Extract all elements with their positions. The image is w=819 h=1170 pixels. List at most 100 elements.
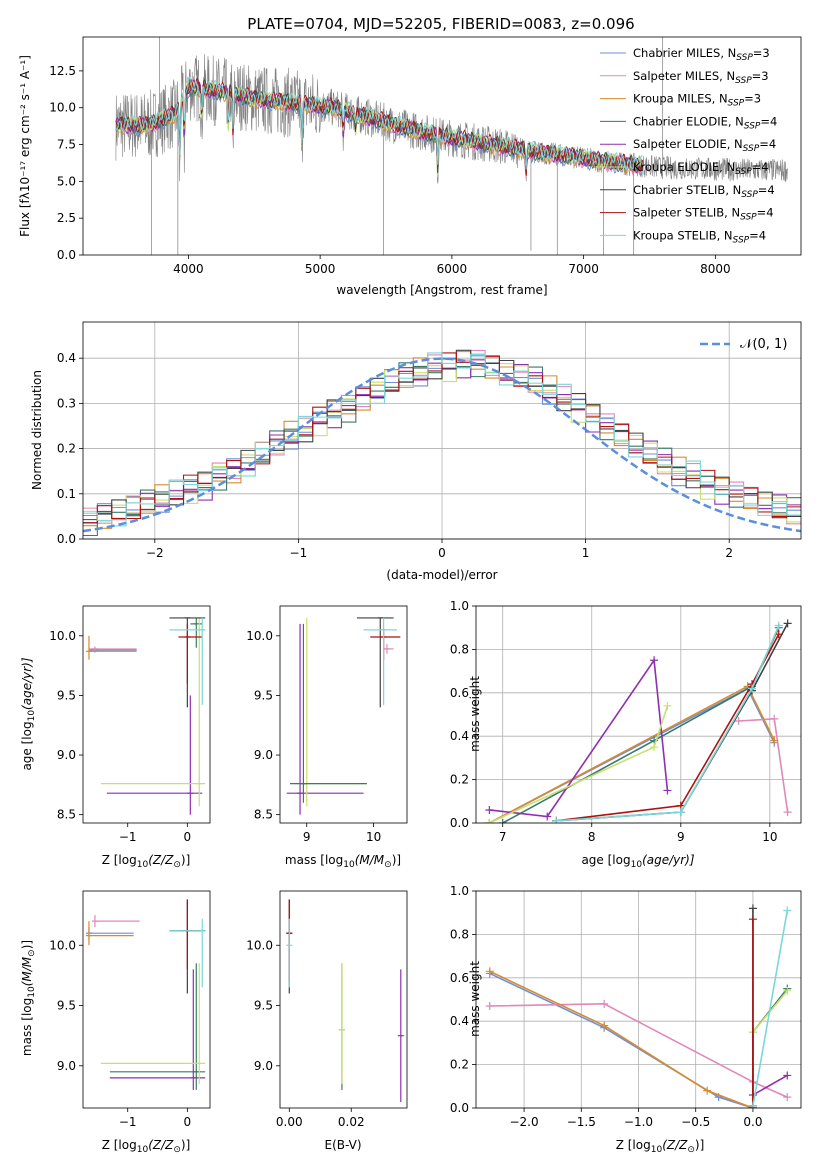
legend-entry: Kroupa STELIB, NSSP=4	[633, 228, 766, 245]
y-tick-label: 0.1	[57, 487, 76, 501]
y-tick-label: 1.0	[450, 884, 469, 898]
x-tick-label: 8000	[700, 262, 731, 276]
x-tick-label: 0	[184, 1115, 192, 1129]
series-marker	[650, 743, 659, 752]
y-tick-label: 10.0	[246, 938, 273, 952]
label-part: (age/yr)]	[20, 657, 34, 710]
label-part: SSP	[733, 235, 750, 245]
y-tick-label: 8.5	[254, 808, 273, 822]
legend-entry: Salpeter STELIB, NSSP=4	[633, 206, 774, 223]
series-marker	[774, 630, 783, 639]
axes-frame	[475, 605, 802, 824]
y-axis-label: mass weight	[468, 961, 482, 1037]
label-part: 10	[631, 860, 643, 870]
legend-entry: Salpeter ELODIE, NSSP=4	[633, 137, 776, 154]
label-part: =3	[753, 46, 770, 60]
label-part: =3	[744, 92, 761, 106]
series-marker	[543, 812, 552, 821]
series-marker	[485, 819, 494, 823]
y-tick-label: 0.4	[450, 1014, 469, 1028]
label-part: )]	[181, 853, 190, 867]
legend-entry: Chabrier MILES, NSSP=3	[633, 46, 770, 63]
y-tick-label: 0.0	[450, 1101, 469, 1115]
mass_vs_Z-plot-area	[85, 899, 206, 1090]
series-marker	[748, 904, 757, 913]
y-axis-label: Flux [fλ10⁻¹⁷ erg cm⁻² s⁻¹ A⁻¹]	[18, 55, 32, 237]
x-tick-label: 0.0	[743, 1115, 762, 1129]
model-spectrum	[115, 76, 643, 170]
weight_vs_Z-plot-area	[485, 904, 792, 1108]
label-part: Salpeter ELODIE, N	[633, 137, 743, 151]
label-part: Kroupa ELODIE, N	[633, 160, 735, 174]
series-line	[556, 633, 780, 822]
y-tick-label: 0.0	[57, 532, 76, 546]
y-tick-label: 0.2	[450, 773, 469, 787]
label-part: (Z/Z	[148, 853, 174, 867]
label-part: ⊙	[173, 860, 181, 870]
weight_vs_age-plot-area	[485, 619, 792, 823]
label-part: Z [log	[102, 1138, 137, 1152]
y-tick-label: 9.5	[254, 688, 273, 702]
x-tick-label: 2	[725, 546, 733, 560]
age_vs_Z-axes: −1 0 8.5 9.0 9.5 10.0	[49, 605, 211, 844]
x-tick-label: 6000	[437, 262, 468, 276]
label-part: )]	[695, 1138, 704, 1152]
y-axis-label: mass weight	[468, 676, 482, 752]
label-part: age [log	[20, 721, 34, 770]
mass_vs_ebv-plot-area	[286, 899, 404, 1102]
series-line	[489, 705, 669, 823]
label-part: Kroupa STELIB, N	[633, 228, 733, 242]
x-tick-label: 10	[762, 830, 777, 844]
x-tick-label: 10	[366, 830, 381, 844]
y-tick-label: 0.3	[57, 396, 76, 410]
x-axis-label: Z [log10(Z/Z⊙)]	[102, 1138, 191, 1155]
y-tick-label: 0.6	[450, 686, 469, 700]
y-tick-label: 0.2	[57, 442, 76, 456]
x-tick-label: 9	[303, 830, 311, 844]
axes-frame	[82, 36, 802, 256]
y-tick-label: 10.0	[49, 629, 76, 643]
series-marker	[783, 986, 792, 995]
axes-frame	[279, 605, 408, 824]
series-marker	[774, 621, 783, 630]
weight_vs_Z-axes: −2.0 −1.5 −1.0 −0.5 0.0 0.0 0.2 0.4 0.6 0.8 1.0	[450, 884, 802, 1129]
label-part: =3	[752, 69, 769, 83]
legend-entry: 𝒩(0, 1)	[740, 337, 787, 352]
label-part: (Z/Z	[662, 1138, 688, 1152]
y-tick-label: 9.0	[254, 748, 273, 762]
x-tick-label: −0.5	[681, 1115, 710, 1129]
x-tick-label: 1	[582, 546, 590, 560]
y-tick-label: 10.0	[49, 101, 76, 115]
series-marker	[650, 656, 659, 665]
label-part: )]	[181, 1138, 190, 1152]
label-part: 10	[651, 1145, 663, 1155]
label-part: )]	[20, 940, 34, 949]
label-part: 10	[343, 860, 355, 870]
x-axis-label: wavelength [Angstrom, rest frame]	[336, 283, 547, 297]
label-part: mass [log	[285, 853, 343, 867]
series-line	[556, 622, 789, 822]
legend-entry: Kroupa MILES, NSSP=3	[633, 92, 761, 109]
label-part: Chabrier MILES, N	[633, 46, 736, 60]
y-tick-label: 9.0	[254, 1059, 273, 1073]
axes-frame	[279, 890, 408, 1109]
y-tick-label: 8.5	[57, 808, 76, 822]
label-part: ⊙	[173, 1145, 181, 1155]
series-marker	[600, 1021, 609, 1030]
label-part: =4	[757, 206, 774, 220]
series-marker	[783, 906, 792, 915]
age_vs_Z-plot-area	[85, 617, 206, 815]
label-part: (Z/Z	[148, 1138, 174, 1152]
series-marker	[734, 717, 743, 726]
label-part: (M/M	[355, 853, 385, 867]
series-marker	[748, 1101, 757, 1108]
label-part: 10	[137, 1145, 149, 1155]
y-tick-label: 0.0	[450, 816, 469, 830]
x-tick-label: −1.0	[624, 1115, 653, 1129]
x-tick-label: 7000	[568, 262, 599, 276]
x-axis-label: mass [log10(M/M⊙)]	[285, 853, 401, 870]
y-axis-label: Normed distribution	[30, 370, 44, 490]
residuals-plot-area	[83, 349, 801, 537]
label-part: =4	[752, 160, 769, 174]
